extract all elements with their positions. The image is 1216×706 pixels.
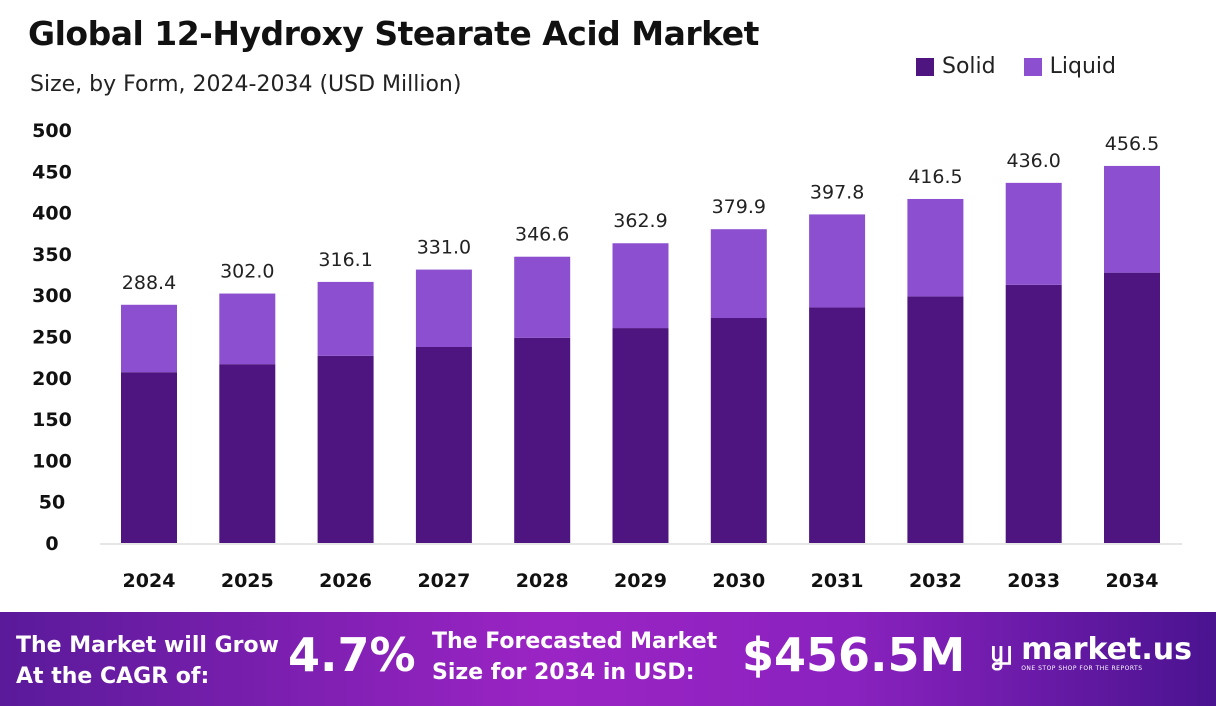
x-tick-label: 2026 — [319, 570, 372, 592]
chart-title: Global 12-Hydroxy Stearate Acid Market — [28, 14, 759, 53]
x-tick-label: 2034 — [1106, 570, 1159, 592]
total-label-2032: 416.5 — [908, 166, 962, 188]
cagr-label-line2: At the CAGR of: — [16, 664, 210, 689]
bar-liquid-2029 — [612, 243, 669, 329]
bar-solid-2030 — [710, 317, 767, 543]
y-tick-label: 200 — [32, 368, 72, 390]
x-tick-label: 2030 — [712, 570, 765, 592]
legend-swatch-liquid — [1023, 57, 1042, 76]
footer-banner: The Market will Grow At the CAGR of: 4.7… — [0, 612, 1216, 706]
bar-solid-2024 — [121, 372, 177, 543]
total-label-2031: 397.8 — [810, 181, 864, 203]
bar-chart: 0 50 100 150 200 250 300 350 400 450 500 288.4 2024 3… — [32, 120, 1182, 592]
bar-solid-2034 — [1104, 272, 1160, 543]
logo-tagline: ONE STOP SHOP FOR THE REPORTS — [1021, 665, 1143, 672]
total-label-2033: 436.0 — [1006, 150, 1060, 172]
market-us-logo: ௶ market.us ONE STOP SHOP FOR THE REPORT… — [990, 634, 1192, 673]
total-label-2024: 288.4 — [122, 272, 176, 294]
legend-swatch-solid — [916, 57, 934, 76]
bar-liquid-2024 — [121, 304, 177, 373]
x-tick-label: 2029 — [614, 570, 667, 592]
y-tick-label: 50 — [39, 492, 65, 514]
y-tick-label: 250 — [32, 327, 72, 349]
legend-label-solid: Solid — [942, 54, 996, 79]
chart-subtitle: Size, by Form, 2024-2034 (USD Million) — [30, 72, 462, 97]
total-label-2034: 456.5 — [1105, 133, 1159, 155]
y-tick-label: 450 — [32, 161, 72, 183]
logo-icon: ௶ — [990, 634, 1014, 669]
bar-solid-2033 — [1005, 284, 1062, 543]
y-tick-label: 100 — [32, 450, 72, 472]
logo-text: market.us — [1021, 632, 1192, 667]
total-label-2025: 302.0 — [220, 261, 274, 283]
x-tick-label: 2031 — [811, 570, 864, 592]
bar-solid-2032 — [907, 296, 964, 543]
bar-solid-2029 — [612, 328, 669, 543]
y-tick-label: 150 — [32, 409, 72, 431]
cagr-value: 4.7% — [288, 628, 416, 682]
y-tick-label: 0 — [45, 533, 58, 555]
forecast-label-line1: The Forecasted Market — [432, 629, 718, 654]
x-tick-label: 2028 — [516, 570, 569, 592]
bar-solid-2027 — [415, 346, 472, 543]
bar-solid-2026 — [317, 355, 374, 543]
legend-item-liquid: Liquid — [1023, 54, 1116, 79]
bar-liquid-2033 — [1005, 182, 1062, 285]
x-tick-label: 2025 — [221, 570, 274, 592]
x-tick-label: 2024 — [123, 570, 176, 592]
bar-liquid-2026 — [317, 281, 374, 356]
total-label-2026: 316.1 — [318, 249, 372, 271]
x-tick-label: 2032 — [909, 570, 962, 592]
y-tick-label: 300 — [32, 285, 72, 307]
bar-liquid-2032 — [907, 198, 964, 297]
bar-liquid-2030 — [710, 229, 767, 318]
total-label-2028: 346.6 — [515, 224, 569, 246]
bar-liquid-2034 — [1104, 165, 1160, 273]
bar-solid-2025 — [219, 364, 276, 543]
x-tick-label: 2027 — [417, 570, 470, 592]
bar-liquid-2031 — [809, 214, 866, 308]
y-tick-label: 350 — [32, 244, 72, 266]
y-tick-label: 500 — [32, 120, 72, 142]
bar-liquid-2025 — [219, 293, 276, 365]
x-tick-label: 2033 — [1007, 570, 1060, 592]
forecast-label: The Forecasted Market Size for 2034 in U… — [432, 626, 717, 688]
cagr-label-line1: The Market will Grow — [16, 633, 279, 658]
y-tick-label: 400 — [32, 203, 72, 225]
bar-liquid-2027 — [415, 269, 472, 347]
total-label-2029: 362.9 — [613, 210, 667, 232]
cagr-label: The Market will Grow At the CAGR of: — [16, 630, 279, 692]
legend: Solid Liquid — [916, 54, 1116, 79]
legend-item-solid: Solid — [916, 54, 996, 79]
total-label-2030: 379.9 — [712, 196, 766, 218]
bar-solid-2028 — [514, 337, 571, 543]
total-label-2027: 331.0 — [417, 237, 471, 259]
forecast-value: $456.5M — [742, 628, 966, 682]
forecast-label-line2: Size for 2034 in USD: — [432, 660, 695, 685]
bar-solid-2031 — [809, 307, 866, 543]
legend-label-liquid: Liquid — [1049, 54, 1116, 79]
bar-liquid-2028 — [514, 256, 571, 338]
